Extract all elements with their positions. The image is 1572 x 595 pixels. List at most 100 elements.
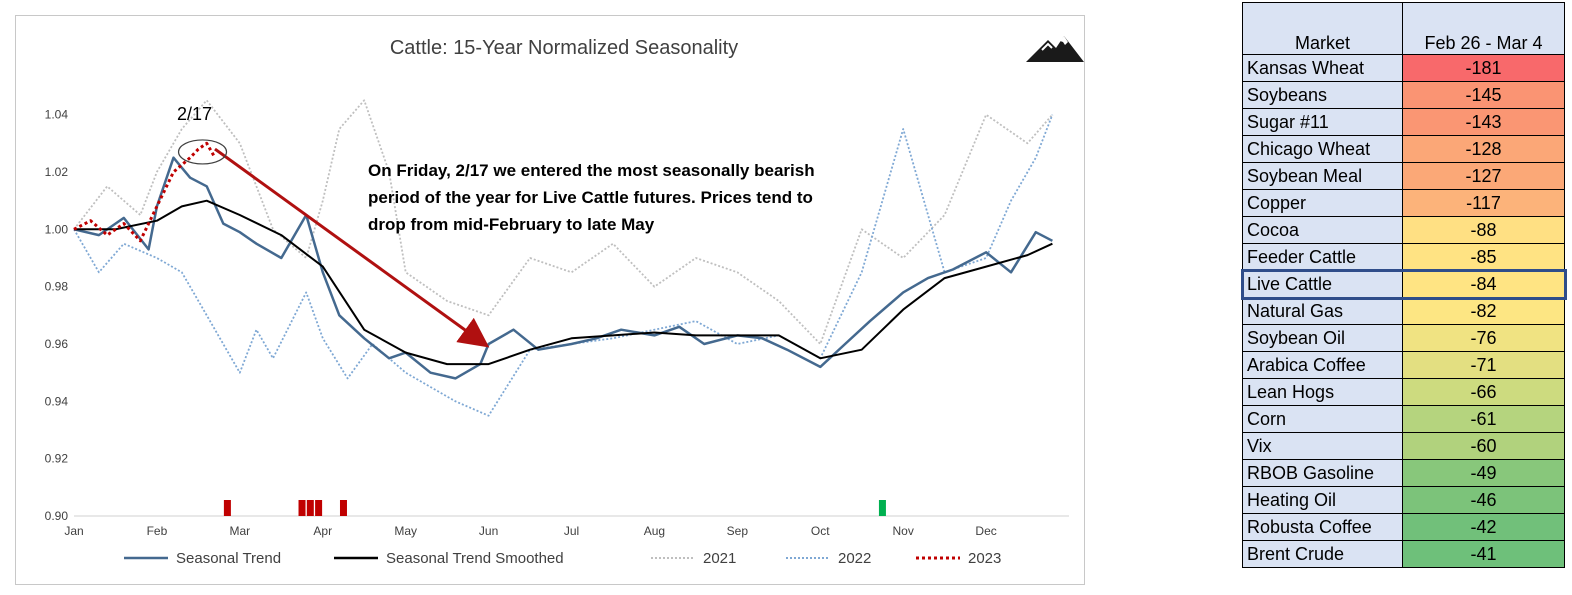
x-tick-label: Oct xyxy=(811,524,830,538)
table-row: Live Cattle -84 xyxy=(1242,270,1565,298)
market-value: -42 xyxy=(1402,513,1565,541)
header-period: Feb 26 - Mar 4 xyxy=(1402,2,1565,55)
table-header-row: Market Feb 26 - Mar 4 xyxy=(1242,2,1565,55)
table-row: Robusta Coffee -42 xyxy=(1242,513,1565,541)
x-tick-label: Aug xyxy=(644,524,665,538)
market-name: Sugar #11 xyxy=(1242,108,1403,136)
market-name: Brent Crude xyxy=(1242,540,1403,568)
market-name: Cocoa xyxy=(1242,216,1403,244)
legend-label: Seasonal Trend Smoothed xyxy=(386,550,564,567)
x-tick-label: Jun xyxy=(479,524,498,538)
table-row: Copper -117 xyxy=(1242,189,1565,217)
seasonality-chart: Cattle: 15-Year Normalized Seasonality 0… xyxy=(45,36,1084,567)
y-tick-label: 0.96 xyxy=(45,337,69,351)
market-name: Copper xyxy=(1242,189,1403,217)
market-name: Lean Hogs xyxy=(1242,378,1403,406)
annotation-text-line: On Friday, 2/17 we entered the most seas… xyxy=(368,161,815,180)
x-tick-label: Apr xyxy=(313,524,332,538)
chart-panel: Cattle: 15-Year Normalized Seasonality 0… xyxy=(15,15,1085,585)
table-row: Natural Gas -82 xyxy=(1242,297,1565,325)
market-value: -181 xyxy=(1402,54,1565,82)
annotation-text-line: drop from mid-February to late May xyxy=(368,215,655,234)
market-name: Vix xyxy=(1242,432,1403,460)
table-row: Brent Crude -41 xyxy=(1242,540,1565,568)
legend-label: 2023 xyxy=(968,550,1001,567)
table-row: Cocoa -88 xyxy=(1242,216,1565,244)
market-value: -127 xyxy=(1402,162,1565,190)
y-tick-label: 0.92 xyxy=(45,452,69,466)
series-line-seasonal-trend-smoothed xyxy=(74,199,1053,366)
market-name: Corn xyxy=(1242,405,1403,433)
table-row: Heating Oil -46 xyxy=(1242,486,1565,514)
market-value: -82 xyxy=(1402,297,1565,325)
market-name: Heating Oil xyxy=(1242,486,1403,514)
signal-bar xyxy=(878,500,886,516)
legend-label: Seasonal Trend xyxy=(176,550,281,567)
mountain-logo-icon xyxy=(1026,36,1084,62)
series-line-2023 xyxy=(73,141,217,243)
x-tick-label: Dec xyxy=(975,524,996,538)
header-market: Market xyxy=(1242,2,1403,55)
annotation-text-line: period of the year for Live Cattle futur… xyxy=(368,188,813,207)
x-tick-label: Nov xyxy=(892,524,913,538)
table-row: Arabica Coffee -71 xyxy=(1242,351,1565,379)
market-value: -76 xyxy=(1402,324,1565,352)
market-name: Live Cattle xyxy=(1242,270,1403,298)
market-value: -60 xyxy=(1402,432,1565,460)
legend-label: 2021 xyxy=(703,550,736,567)
market-value: -88 xyxy=(1402,216,1565,244)
y-tick-label: 0.94 xyxy=(45,394,69,408)
x-tick-label: Mar xyxy=(229,524,250,538)
table-row: Kansas Wheat -181 xyxy=(1242,54,1565,82)
market-value: -66 xyxy=(1402,378,1565,406)
market-value: -143 xyxy=(1402,108,1565,136)
market-name: Soybean Oil xyxy=(1242,324,1403,352)
signal-bar xyxy=(339,500,347,516)
market-name: Soybean Meal xyxy=(1242,162,1403,190)
signal-bar xyxy=(223,500,231,516)
market-name: Robusta Coffee xyxy=(1242,513,1403,541)
table-row: RBOB Gasoline -49 xyxy=(1242,459,1565,487)
y-tick-label: 1.00 xyxy=(45,222,69,236)
market-name: Kansas Wheat xyxy=(1242,54,1403,82)
y-tick-label: 1.04 xyxy=(45,108,69,122)
x-tick-label: May xyxy=(394,524,417,538)
signal-bar xyxy=(315,500,323,516)
x-tick-label: Jan xyxy=(64,524,83,538)
market-name: Feeder Cattle xyxy=(1242,243,1403,271)
signal-bar xyxy=(298,500,306,516)
signal-bar xyxy=(306,500,314,516)
y-tick-label: 0.90 xyxy=(45,509,69,523)
market-value: -84 xyxy=(1402,270,1565,298)
x-tick-label: Jul xyxy=(564,524,579,538)
peak-date-annotation: 2/17 xyxy=(177,104,212,124)
series-line-2022 xyxy=(73,114,1054,417)
legend-label: 2022 xyxy=(838,550,871,567)
market-name: Chicago Wheat xyxy=(1242,135,1403,163)
table-row: Soybeans -145 xyxy=(1242,81,1565,109)
market-name: Soybeans xyxy=(1242,81,1403,109)
market-value: -85 xyxy=(1402,243,1565,271)
table-row: Soybean Oil -76 xyxy=(1242,324,1565,352)
trend-arrow xyxy=(214,147,490,348)
series-line-2021 xyxy=(73,99,1054,345)
table-row: Chicago Wheat -128 xyxy=(1242,135,1565,163)
y-tick-label: 0.98 xyxy=(45,280,69,294)
market-name: RBOB Gasoline xyxy=(1242,459,1403,487)
market-value: -41 xyxy=(1402,540,1565,568)
market-value: -71 xyxy=(1402,351,1565,379)
table-row: Soybean Meal -127 xyxy=(1242,162,1565,190)
market-value: -117 xyxy=(1402,189,1565,217)
market-value: -46 xyxy=(1402,486,1565,514)
y-tick-label: 1.02 xyxy=(45,165,69,179)
chart-title: Cattle: 15-Year Normalized Seasonality xyxy=(390,37,738,59)
market-table: Market Feb 26 - Mar 4 Kansas Wheat -181 So… xyxy=(1240,2,1567,568)
market-name: Arabica Coffee xyxy=(1242,351,1403,379)
table-row: Corn -61 xyxy=(1242,405,1565,433)
x-tick-label: Sep xyxy=(727,524,749,538)
market-value: -49 xyxy=(1402,459,1565,487)
market-value: -61 xyxy=(1402,405,1565,433)
x-tick-label: Feb xyxy=(147,524,168,538)
peak-highlight-ellipse xyxy=(177,139,228,165)
table-row: Feeder Cattle -85 xyxy=(1242,243,1565,271)
